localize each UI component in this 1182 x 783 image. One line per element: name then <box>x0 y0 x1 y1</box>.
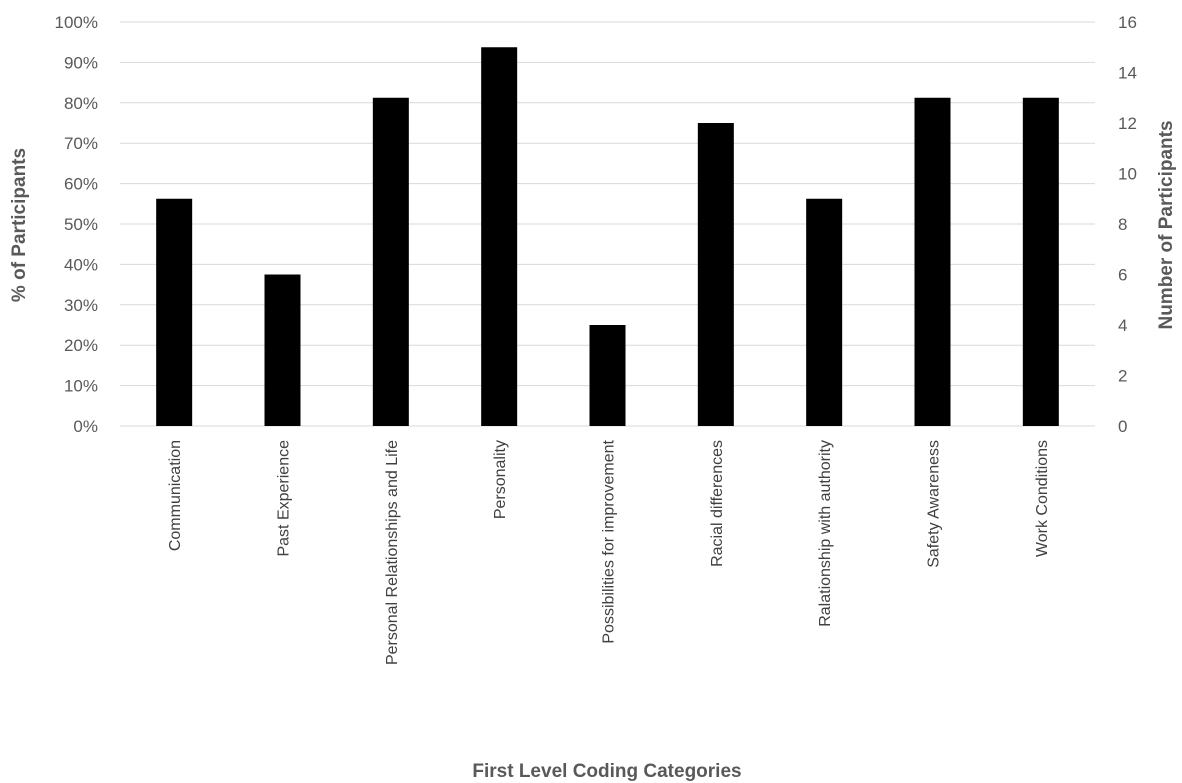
right-tick-label: 10 <box>1118 165 1137 184</box>
bar <box>589 325 626 426</box>
category-label: Safety Awareness <box>926 440 943 568</box>
left-tick-label: 70% <box>64 134 98 153</box>
bars <box>156 47 1059 426</box>
left-tick-label: 10% <box>64 377 98 396</box>
bar <box>372 97 409 426</box>
bar <box>1022 97 1059 426</box>
right-axis-ticks: 0 2 4 6 8 10 12 14 16 <box>1118 13 1137 436</box>
left-tick-label: 50% <box>64 215 98 234</box>
right-tick-label: 16 <box>1118 13 1137 32</box>
right-tick-label: 14 <box>1118 64 1137 83</box>
left-axis-title: % of Participants <box>9 148 30 302</box>
bar <box>156 198 193 426</box>
left-tick-label: 40% <box>64 255 98 274</box>
x-axis-title: First Level Coding Categories <box>472 761 741 782</box>
bar <box>806 198 843 426</box>
category-label: Personal Relationships and Life <box>384 440 401 665</box>
left-tick-label: 80% <box>64 94 98 113</box>
right-axis-title: Number of Participants <box>1156 120 1177 329</box>
left-tick-label: 20% <box>64 336 98 355</box>
left-axis-ticks: 0% 10% 20% 30% 40% 50% 60% 70% 80% 90% 100% <box>55 13 98 436</box>
category-label: Work Conditions <box>1034 440 1051 557</box>
bar <box>914 97 951 426</box>
bar <box>481 47 518 426</box>
bar <box>697 123 734 426</box>
bar <box>264 274 301 426</box>
category-labels: Communication Past Experience Personal Rel… <box>167 439 1051 665</box>
left-tick-label: 90% <box>64 53 98 72</box>
right-tick-label: 0 <box>1118 417 1127 436</box>
category-label: Ralationship with authority <box>817 440 834 627</box>
right-tick-label: 12 <box>1118 114 1137 133</box>
right-tick-label: 8 <box>1118 215 1127 234</box>
left-tick-label: 0% <box>73 417 98 436</box>
left-tick-label: 60% <box>64 175 98 194</box>
right-tick-label: 4 <box>1118 316 1127 335</box>
right-tick-label: 6 <box>1118 266 1127 285</box>
category-label: Possibilities for improvement <box>601 439 618 643</box>
category-label: Personality <box>492 440 509 519</box>
category-label: Past Experience <box>276 440 293 557</box>
category-label: Racial differences <box>709 440 726 567</box>
left-tick-label: 30% <box>64 296 98 315</box>
right-tick-label: 2 <box>1118 367 1127 386</box>
category-label: Communication <box>167 440 184 551</box>
left-tick-label: 100% <box>55 13 98 32</box>
